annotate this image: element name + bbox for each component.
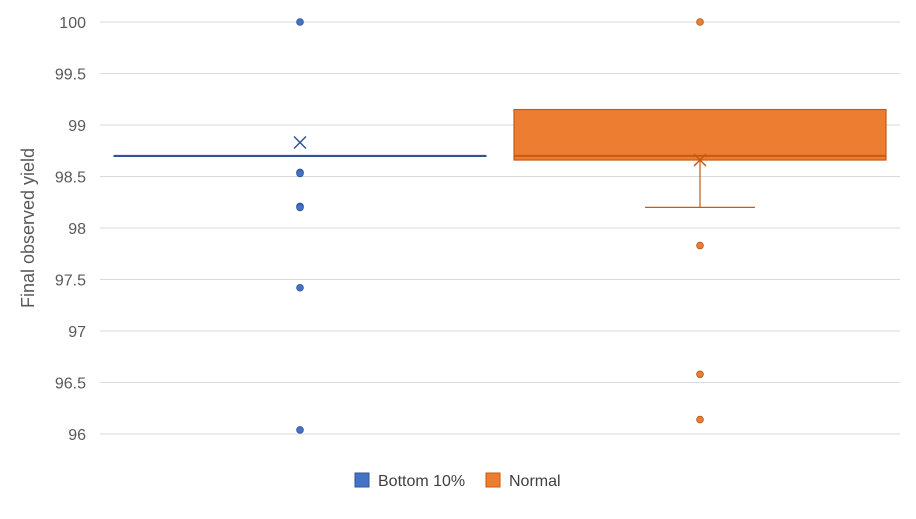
outlier-point [696,370,704,379]
y-tick-label: 99.5 [55,67,86,84]
y-tick-label: 96.5 [55,376,86,393]
y-tick-label: 96 [68,427,86,444]
y-tick-label: 98.5 [55,170,86,187]
outlier-point [696,415,704,424]
outlier-point [296,283,304,292]
outlier-point [696,241,704,250]
legend-label: Normal [509,473,561,490]
series-bottom-10- [113,18,487,434]
y-tick-label: 98 [68,221,86,238]
y-tick-label: 99 [68,118,86,135]
mean-marker [293,135,307,150]
y-axis-title: Final observed yield [18,148,38,308]
legend: Bottom 10% Normal [354,472,561,490]
y-axis-tick-labels: 96 96.5 97 97.5 98 98.5 99 99.5 100 [55,15,86,444]
box-series [113,18,887,434]
y-tick-label: 97 [68,324,86,341]
outlier-point [296,203,304,212]
series-normal [513,18,887,424]
outlier-point [296,426,304,434]
legend-swatch [354,472,370,488]
y-tick-label: 97.5 [55,273,86,290]
legend-item: Bottom 10% [354,472,465,490]
outlier-point [696,18,704,26]
outlier-point [296,169,304,178]
y-tick-label: 100 [59,15,86,32]
legend-swatch [485,472,501,488]
gridlines [100,21,900,435]
mean-marker [693,153,707,167]
box [513,108,887,161]
legend-item: Normal [485,472,561,490]
legend-label: Bottom 10% [378,473,465,490]
outlier-point [296,18,304,26]
